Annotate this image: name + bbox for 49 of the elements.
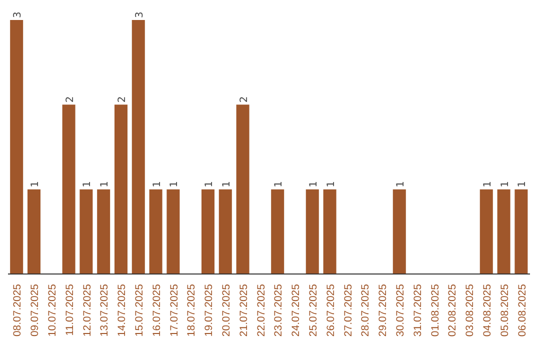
x-tick-label: 28.07.2025 xyxy=(360,284,372,337)
data-label: 2 xyxy=(116,96,128,103)
x-tick-label: 02.08.2025 xyxy=(446,284,459,337)
data-label: 3 xyxy=(134,12,146,18)
data-label: 1 xyxy=(308,180,320,188)
x-tick-label: 05.08.2025 xyxy=(498,284,511,337)
data-label: 2 xyxy=(64,96,76,103)
x-tick-label: 14.07.2025 xyxy=(116,284,128,337)
data-label: 1 xyxy=(482,180,494,188)
x-tick-label: 29.07.2025 xyxy=(377,284,390,337)
x-tick-label: 11.07.2025 xyxy=(64,284,76,336)
data-label: 1 xyxy=(221,180,232,188)
data-label: 1 xyxy=(152,180,163,188)
x-tick-label: 17.07.2025 xyxy=(168,284,180,337)
x-tick-label: 12.07.2025 xyxy=(81,284,94,337)
data-label: 1 xyxy=(326,180,337,188)
data-label: 2 xyxy=(238,96,250,103)
x-tick-label: 24.07.2025 xyxy=(290,284,302,337)
data-label: 1 xyxy=(100,180,111,188)
x-tick-label: 30.07.2025 xyxy=(394,284,406,337)
x-tick-label: 15.07.2025 xyxy=(134,284,146,337)
data-label: 1 xyxy=(500,180,511,188)
x-tick-label: 18.07.2025 xyxy=(186,284,198,337)
data-label: 1 xyxy=(169,180,180,188)
x-tick-label: 21.07.2025 xyxy=(238,284,250,337)
data-label: 1 xyxy=(204,180,215,188)
x-tick-label: 16.07.2025 xyxy=(150,284,163,337)
x-tick-label: 31.07.2025 xyxy=(412,284,424,337)
x-tick-label: 19.07.2025 xyxy=(203,284,216,337)
data-label: 1 xyxy=(30,180,41,188)
x-tick-label: 20.07.2025 xyxy=(220,284,232,337)
x-tick-label: 23.07.2025 xyxy=(272,284,285,337)
data-label: 3 xyxy=(12,12,24,18)
x-tick-label: 03.08.2025 xyxy=(464,284,476,337)
x-tick-label: 27.07.2025 xyxy=(342,284,354,337)
x-tick-label: 26.07.2025 xyxy=(324,284,337,337)
data-label: 1 xyxy=(274,180,285,188)
x-tick-label: 09.07.2025 xyxy=(29,284,42,337)
x-tick-label: 13.07.2025 xyxy=(98,284,111,337)
x-tick-label: 01.08.2025 xyxy=(429,284,442,337)
x-tick-label: 10.07.2025 xyxy=(46,284,58,337)
data-label: 1 xyxy=(82,180,94,188)
x-tick-label: 06.08.2025 xyxy=(516,284,528,337)
data-label: 1 xyxy=(395,180,406,188)
x-tick-label: 08.07.2025 xyxy=(12,284,24,337)
data-label: 1 xyxy=(517,180,528,188)
x-tick-label: 25.07.2025 xyxy=(308,284,320,337)
x-tick-label: 04.08.2025 xyxy=(482,284,494,337)
x-tick-label: 22.07.2025 xyxy=(255,284,268,337)
